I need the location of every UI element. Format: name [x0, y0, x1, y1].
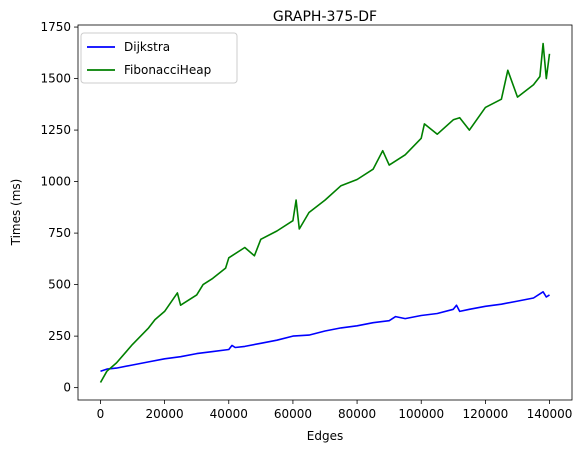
y-tick-label: 750: [48, 226, 71, 240]
series-layer: [99, 42, 551, 383]
series-line-fibonacciheap: [99, 42, 551, 383]
legend-label-dijkstra: Dijkstra: [124, 40, 170, 54]
y-tick-label: 1750: [40, 20, 71, 34]
y-tick-label: 1000: [40, 175, 71, 189]
y-tick-label: 250: [48, 329, 71, 343]
x-axis: 0 20000 40000 60000 80000 100000 120000 140000: [97, 400, 573, 421]
y-axis-label: Times (ms): [9, 179, 23, 247]
legend: Dijkstra FibonacciHeap: [80, 32, 238, 84]
y-tick-label: 1500: [40, 72, 71, 86]
x-tick-label: 60000: [274, 407, 312, 421]
x-tick-label: 100000: [398, 407, 444, 421]
x-tick-label: 0: [97, 407, 105, 421]
legend-label-fibonacciheap: FibonacciHeap: [124, 63, 211, 77]
y-tick-label: 500: [48, 278, 71, 292]
y-tick-label: 0: [63, 381, 71, 395]
chart-title: GRAPH-375-DF: [273, 9, 377, 25]
y-tick-label: 1250: [40, 123, 71, 137]
x-axis-label: Edges: [307, 429, 343, 443]
x-tick-label: 140000: [527, 407, 573, 421]
series-line-dijkstra: [100, 290, 550, 372]
legend-box: [80, 32, 238, 84]
x-tick-label: 80000: [338, 407, 376, 421]
x-tick-label: 40000: [210, 407, 248, 421]
x-tick-label: 120000: [462, 407, 508, 421]
y-axis: 0 250 500 750 1000 1250 1500 1750: [40, 20, 78, 395]
plot-frame: [77, 24, 573, 401]
x-tick-label: 20000: [146, 407, 184, 421]
